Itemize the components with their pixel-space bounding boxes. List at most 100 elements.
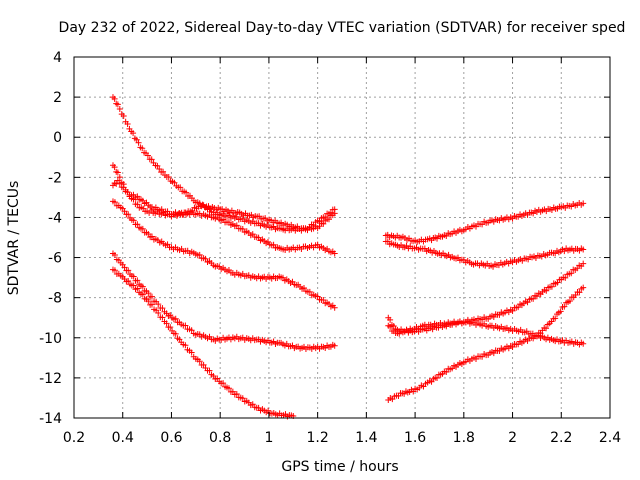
data-point xyxy=(116,180,123,187)
x-tick-label: 1.2 xyxy=(307,430,329,446)
data-point xyxy=(188,349,195,356)
chart-title: Day 232 of 2022, Sidereal Day-to-day VTE… xyxy=(59,20,626,36)
data-point xyxy=(300,285,307,292)
data-point xyxy=(533,293,540,300)
x-tick-label: 0.4 xyxy=(112,430,134,446)
data-point xyxy=(111,199,118,206)
data-point xyxy=(314,293,321,300)
data-point xyxy=(164,241,171,248)
data-point xyxy=(125,211,132,218)
data-point xyxy=(159,305,166,312)
data-point xyxy=(331,250,338,257)
data-point xyxy=(134,221,141,228)
data-point xyxy=(121,264,128,271)
data-point xyxy=(154,162,161,169)
data-point xyxy=(145,230,152,237)
data-point xyxy=(145,298,152,305)
data-point xyxy=(200,361,207,368)
data-point xyxy=(155,301,162,308)
data-point xyxy=(233,222,240,229)
y-tick-label: -6 xyxy=(48,251,62,267)
data-point xyxy=(270,241,277,248)
x-tick-label: 1 xyxy=(264,430,273,446)
series-track-3 xyxy=(109,177,338,257)
x-tick-label: 2.2 xyxy=(550,430,572,446)
data-points xyxy=(109,94,587,420)
series-track-5 xyxy=(109,250,338,352)
data-point xyxy=(148,156,155,163)
data-point xyxy=(134,285,141,292)
x-tick-label: 1.6 xyxy=(404,430,426,446)
data-point xyxy=(134,277,141,284)
data-point xyxy=(580,284,587,291)
data-point xyxy=(515,304,522,311)
y-tick-label: 0 xyxy=(53,130,62,146)
data-point xyxy=(326,216,333,223)
data-point xyxy=(182,342,189,349)
x-tick-label: 1.8 xyxy=(453,430,475,446)
data-point xyxy=(434,375,441,382)
data-point xyxy=(134,201,141,208)
data-point xyxy=(220,380,227,387)
series-track-11 xyxy=(385,284,587,403)
data-point xyxy=(139,225,146,232)
data-point xyxy=(202,255,209,262)
data-point xyxy=(239,226,246,233)
data-point xyxy=(135,139,142,146)
y-tick-label: -14 xyxy=(39,411,62,427)
data-point xyxy=(111,95,118,102)
data-point xyxy=(165,174,172,181)
data-point xyxy=(120,112,127,119)
data-point xyxy=(125,267,132,274)
data-point xyxy=(331,342,338,349)
y-tick-label: -8 xyxy=(48,291,62,307)
data-point xyxy=(239,395,246,402)
series-track-4 xyxy=(109,198,338,311)
x-tick-label: 2.4 xyxy=(599,430,621,446)
data-point xyxy=(130,217,137,224)
data-point xyxy=(225,385,232,392)
data-point xyxy=(111,267,118,274)
data-point xyxy=(114,101,121,108)
data-point xyxy=(114,169,121,176)
data-point xyxy=(148,301,155,308)
y-tick-label: -12 xyxy=(39,371,62,387)
plot-frame xyxy=(73,56,611,419)
data-point xyxy=(543,287,550,294)
data-point xyxy=(111,252,118,259)
y-tick-labels: 4 2 0 -2 -4 -6 -8 -10 -12 -14 xyxy=(39,50,62,427)
data-point xyxy=(580,340,587,347)
data-point xyxy=(116,105,123,112)
y-axis-label: SDTVAR / TECUs xyxy=(6,181,22,296)
data-point xyxy=(172,330,179,337)
y-tick-label: -4 xyxy=(48,210,62,226)
data-point xyxy=(144,152,151,159)
data-point xyxy=(572,291,579,298)
data-point xyxy=(533,333,540,340)
data-point xyxy=(306,288,313,295)
series-track-6 xyxy=(109,266,297,420)
data-point xyxy=(387,323,394,330)
data-point xyxy=(331,210,338,217)
data-point xyxy=(206,367,213,374)
data-point xyxy=(120,184,127,191)
data-point xyxy=(566,297,573,304)
data-point xyxy=(172,315,179,322)
data-point xyxy=(148,233,155,240)
data-point xyxy=(130,282,137,289)
data-point xyxy=(125,277,132,284)
axis-ticks xyxy=(73,56,611,419)
data-point xyxy=(159,314,166,321)
data-point xyxy=(139,145,146,152)
data-point xyxy=(130,130,137,137)
data-point xyxy=(320,297,327,304)
series-track-7 xyxy=(382,200,587,245)
data-point xyxy=(562,274,569,281)
data-point xyxy=(548,283,555,290)
data-point xyxy=(124,120,131,127)
data-point xyxy=(320,220,327,227)
x-axis-label: GPS time / hours xyxy=(281,459,398,475)
x-tick-label: 0.8 xyxy=(209,430,231,446)
